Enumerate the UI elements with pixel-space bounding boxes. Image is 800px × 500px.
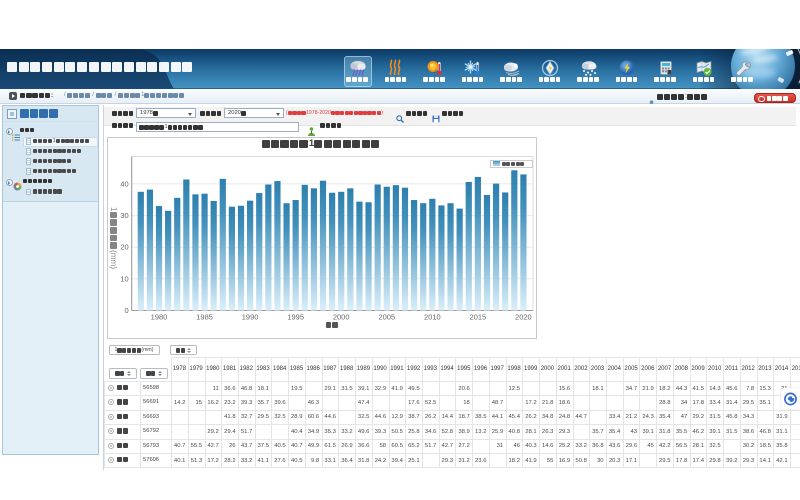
svg-text:2005: 2005 bbox=[378, 312, 395, 321]
svg-text:30: 30 bbox=[120, 211, 128, 220]
svg-text:10: 10 bbox=[120, 274, 128, 283]
svg-text:2020: 2020 bbox=[515, 312, 532, 321]
svg-text:20: 20 bbox=[120, 242, 128, 251]
svg-text:2015: 2015 bbox=[469, 312, 486, 321]
svg-text:1990: 1990 bbox=[241, 312, 258, 321]
svg-text:1985: 1985 bbox=[196, 312, 213, 321]
svg-text:0: 0 bbox=[124, 306, 128, 315]
svg-text:1995: 1995 bbox=[287, 312, 304, 321]
svg-text:1980: 1980 bbox=[150, 312, 167, 321]
svg-text:2000: 2000 bbox=[332, 312, 349, 321]
svg-text:40: 40 bbox=[120, 179, 128, 188]
svg-text:2010: 2010 bbox=[423, 312, 440, 321]
